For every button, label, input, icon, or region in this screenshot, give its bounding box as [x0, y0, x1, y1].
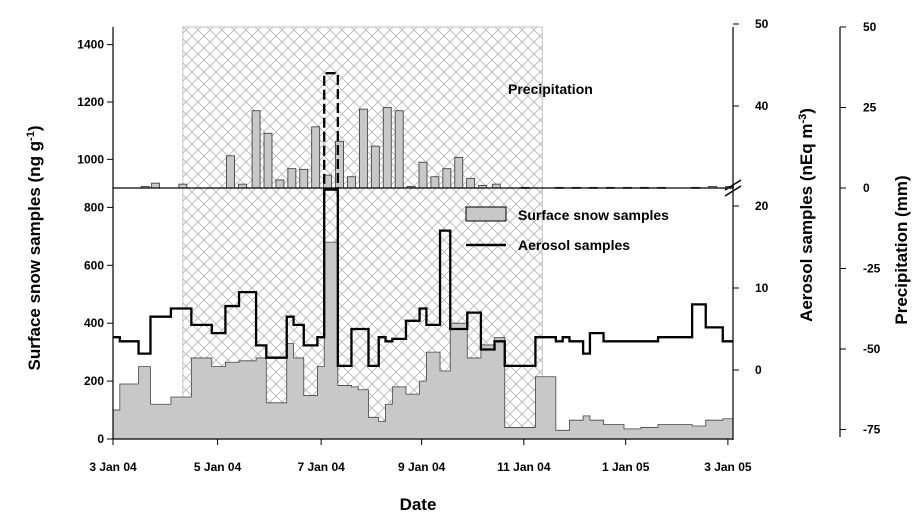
x-tick-label: 9 Jan 04	[398, 460, 446, 474]
left-tick-label: 1200	[77, 95, 104, 109]
right-inner-tick-label: 10	[755, 281, 769, 295]
precip-bar	[287, 168, 297, 189]
precipitation-annotation: Precipitation	[508, 81, 593, 97]
left-tick-label: 1000	[77, 152, 104, 166]
legend-label-snow: Surface snow samples	[518, 207, 669, 223]
right-outer-tick-label: 50	[863, 20, 877, 34]
precip-bar	[226, 155, 235, 189]
ticks-group: 3 Jan 04 5 Jan 04 7 Jan 04 9 Jan 04 11 Jan 0…	[77, 17, 880, 474]
precip-bar	[151, 182, 160, 189]
precip-bar	[394, 110, 404, 189]
precip-bar	[430, 176, 440, 189]
precip-bar	[442, 168, 452, 189]
axis-break-mark	[724, 179, 742, 197]
x-tick-label: 3 Jan 05	[704, 460, 752, 474]
y-axis-title-right-inner: Aerosol samples (nEq m-3)	[797, 108, 816, 322]
right-outer-tick-label: -50	[863, 342, 881, 356]
left-tick-label: 600	[84, 258, 104, 272]
precip-bar	[251, 110, 261, 189]
right-inner-tick-label: 40	[755, 99, 769, 113]
right-outer-tick-label: 0	[863, 181, 870, 195]
snow-area-group	[113, 241, 733, 440]
x-tick-label: 3 Jan 04	[89, 460, 137, 474]
left-tick-label: 200	[84, 374, 104, 388]
x-tick-label: 5 Jan 04	[194, 460, 242, 474]
right-inner-tick-label: 0	[755, 363, 762, 377]
left-tick-label: 800	[84, 200, 104, 214]
precip-bar	[263, 132, 273, 189]
x-tick-label: 1 Jan 05	[602, 460, 650, 474]
right-inner-tick-label: 50	[755, 17, 769, 31]
precip-bar	[299, 168, 309, 189]
precip-bar	[358, 108, 368, 189]
legend-swatch-snow	[465, 206, 507, 222]
y-axis-title-left: Surface snow samples (ng g-1)	[25, 125, 44, 370]
right-outer-tick-label: -25	[863, 262, 881, 276]
precip-bar	[454, 157, 464, 189]
x-axis-title: Date	[400, 495, 437, 514]
legend: Surface snow samples Aerosol samples	[465, 206, 669, 253]
snow-area	[113, 241, 733, 440]
x-tick-label: 11 Jan 04	[497, 460, 551, 474]
precip-bar	[418, 161, 428, 189]
aerosol-line-group	[113, 72, 733, 368]
left-tick-label: 1400	[77, 38, 104, 52]
precip-bar	[466, 177, 476, 189]
right-outer-tick-label: -75	[863, 423, 881, 437]
legend-label-aerosol: Aerosol samples	[518, 237, 630, 253]
precip-bar	[347, 176, 356, 189]
precip-bar	[275, 179, 285, 189]
precip-bar	[311, 126, 321, 189]
aerosol-line	[113, 188, 733, 368]
precip-bar	[382, 107, 392, 189]
right-outer-tick-label: 25	[863, 101, 877, 115]
left-tick-label: 400	[84, 316, 104, 330]
precip-bar	[370, 145, 380, 189]
y-axis-title-right-outer: Precipitation (mm)	[892, 175, 911, 324]
left-tick-label: 0	[97, 432, 104, 446]
x-tick-label: 7 Jan 04	[297, 460, 345, 474]
aerosol-break-segment	[323, 72, 339, 198]
right-inner-tick-label: 20	[755, 199, 769, 213]
axes-group	[107, 23, 846, 445]
